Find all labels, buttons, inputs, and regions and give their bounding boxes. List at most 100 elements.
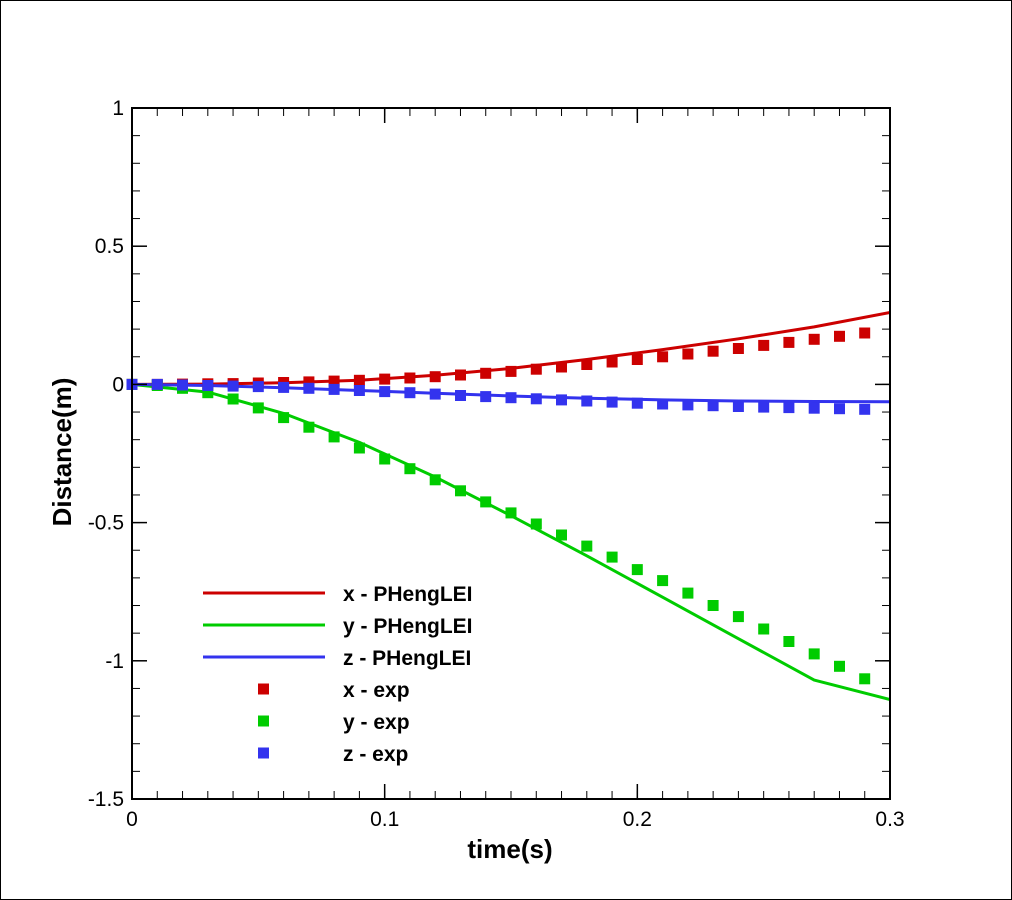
- series-4-marker: [581, 540, 593, 552]
- x-tick-label: 0.2: [623, 808, 652, 831]
- series-4-marker: [606, 551, 618, 563]
- legend-marker-3: [258, 683, 269, 695]
- series-3-marker: [732, 343, 744, 354]
- series-3-marker: [707, 345, 719, 357]
- series-4-marker: [657, 575, 669, 587]
- series-5-marker: [429, 388, 441, 400]
- series-4-marker: [328, 431, 340, 443]
- y-tick-label: 1: [112, 97, 124, 120]
- series-5-marker: [328, 383, 340, 395]
- series-3-marker: [379, 373, 391, 385]
- series-5-marker: [859, 403, 871, 415]
- series-line-1: [131, 382, 891, 701]
- series-3-marker: [657, 351, 669, 363]
- series-4-marker: [631, 564, 643, 576]
- series-5-marker: [303, 382, 315, 394]
- series-3-marker: [328, 375, 340, 387]
- series-4-marker: [808, 648, 820, 660]
- legend-label-5: z - exp: [343, 743, 408, 766]
- series-3-marker: [530, 363, 542, 375]
- y-tick-label: -1.5: [88, 788, 124, 811]
- series-3-marker: [455, 369, 466, 381]
- series-4-marker: [202, 387, 214, 399]
- series-3-marker: [631, 354, 643, 365]
- series-3-marker: [556, 361, 567, 373]
- series-3-marker: [353, 374, 365, 386]
- series-4-marker: [530, 518, 542, 530]
- series-layer: [126, 311, 891, 701]
- legend: x - PHengLEI y - PHengLEI z - PHengLEI x - …: [203, 583, 473, 766]
- series-3-marker: [808, 333, 820, 345]
- series-5-marker: [151, 378, 163, 390]
- x-tick-label: 0.1: [370, 808, 399, 831]
- series-3-marker: [581, 359, 593, 370]
- series-4-marker: [480, 496, 492, 508]
- plot-area-border: [131, 107, 891, 800]
- series-5-marker: [783, 402, 795, 414]
- series-5-marker: [404, 387, 416, 399]
- series-5-marker: [758, 401, 770, 413]
- series-3-marker: [834, 330, 845, 342]
- series-4-marker: [783, 636, 795, 647]
- series-5-marker: [707, 400, 719, 412]
- series-5-marker: [202, 380, 214, 391]
- x-axis-title: time(s): [467, 834, 552, 864]
- series-5-marker: [808, 402, 820, 414]
- series-3-marker: [783, 336, 795, 348]
- series-4-marker: [707, 600, 719, 611]
- series-5-marker: [631, 397, 643, 409]
- series-5-marker: [480, 391, 492, 403]
- y-tick-label: 0.5: [95, 235, 124, 258]
- x-tick-label: 0.3: [875, 808, 904, 831]
- series-4-marker: [732, 611, 744, 623]
- series-4-marker: [505, 507, 517, 519]
- series-3-marker: [480, 367, 492, 379]
- series-5-marker: [606, 396, 618, 408]
- legend-label-2: z - PHengLEI: [343, 647, 471, 670]
- legend-marker-4: [258, 715, 269, 727]
- axes-layer: [131, 107, 891, 800]
- y-tick-label: -0.5: [88, 512, 124, 535]
- tick-labels: 0 0.1 0.2 0.3 1 0.5 0 -0.5 -1 -1.5: [88, 97, 905, 831]
- series-5-marker: [556, 394, 567, 406]
- legend-label-4: y - exp: [343, 711, 410, 734]
- series-3-marker: [404, 372, 416, 384]
- series-4-marker: [404, 463, 416, 475]
- series-4-marker: [556, 529, 567, 541]
- series-4-marker: [353, 442, 365, 454]
- legend-marker-5: [258, 747, 269, 759]
- series-5-marker: [379, 386, 391, 398]
- legend-label-0: x - PHengLEI: [343, 583, 473, 606]
- series-3-marker: [682, 348, 694, 360]
- series-3-marker: [505, 365, 517, 377]
- series-4-marker: [758, 623, 770, 635]
- series-4-marker: [455, 485, 466, 497]
- series-4-marker: [227, 393, 239, 405]
- series-5-marker: [455, 390, 466, 401]
- series-3-marker: [429, 371, 441, 383]
- series-5-marker: [252, 381, 264, 393]
- series-4-marker: [429, 474, 441, 486]
- series-5-marker: [227, 380, 239, 392]
- series-3-marker: [758, 339, 770, 351]
- series-5-marker: [657, 398, 669, 410]
- series-4-marker: [278, 412, 290, 424]
- series-5-marker: [530, 393, 542, 405]
- series-4-marker: [252, 402, 264, 414]
- x-tick-label: 0: [126, 808, 138, 831]
- legend-label-1: y - PHengLEI: [343, 615, 473, 638]
- series-3-marker: [859, 327, 871, 339]
- series-4-marker: [834, 660, 845, 672]
- legend-label-3: x - exp: [343, 679, 410, 702]
- y-tick-label: 0: [112, 373, 124, 396]
- series-5-marker: [581, 395, 593, 407]
- series-4-marker: [303, 421, 315, 433]
- y-axis-title: Distance(m): [47, 378, 77, 527]
- series-5-marker: [177, 379, 188, 391]
- y-tick-label: -1: [105, 650, 124, 673]
- series-5-marker: [834, 403, 845, 415]
- series-3-marker: [606, 356, 618, 368]
- series-5-marker: [278, 381, 290, 393]
- series-4-marker: [682, 587, 694, 599]
